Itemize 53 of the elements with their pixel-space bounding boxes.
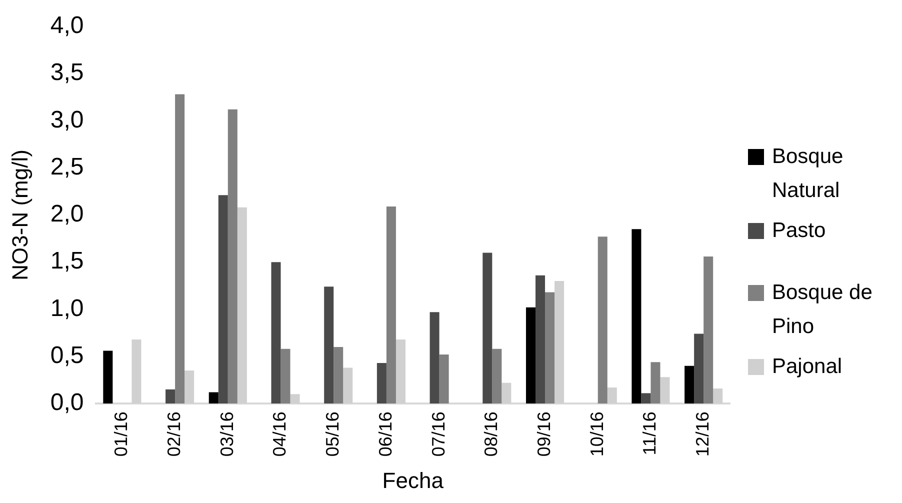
y-tick-label: 1,5 bbox=[50, 248, 84, 275]
bar bbox=[166, 389, 176, 404]
bar bbox=[376, 363, 386, 404]
bar bbox=[175, 94, 185, 404]
legend-label: Pajonal bbox=[772, 354, 842, 380]
bar bbox=[694, 334, 704, 404]
bar bbox=[704, 256, 714, 404]
legend-label: Pasto bbox=[772, 218, 826, 244]
bar bbox=[526, 307, 536, 404]
y-tick-label: 3,0 bbox=[50, 106, 84, 134]
x-tick-label: 03/16 bbox=[216, 412, 237, 457]
bar bbox=[334, 346, 344, 404]
x-tick-label: 04/16 bbox=[270, 412, 290, 457]
x-tick-label: 05/16 bbox=[322, 412, 343, 457]
bar bbox=[439, 354, 449, 404]
x-tick-label: 01/16 bbox=[111, 412, 132, 457]
bar bbox=[280, 348, 290, 404]
bar bbox=[386, 206, 396, 404]
bar bbox=[641, 393, 651, 404]
y-tick-label: 3,5 bbox=[50, 59, 84, 86]
y-tick-label: 2,0 bbox=[50, 200, 84, 228]
bar bbox=[324, 286, 334, 404]
bar bbox=[632, 229, 642, 404]
x-tick-label: 08/16 bbox=[481, 412, 502, 457]
bar bbox=[650, 362, 660, 404]
bar bbox=[430, 312, 440, 404]
x-tick-label: 06/16 bbox=[375, 412, 396, 457]
y-tick-label: 4,0 bbox=[50, 12, 84, 40]
y-tick-label: 0,0 bbox=[50, 389, 84, 416]
y-tick-label: 2,5 bbox=[50, 153, 84, 180]
bar bbox=[536, 275, 546, 404]
y-axis-title: NO3-N (mg/l) bbox=[7, 150, 32, 280]
x-tick-label: 10/16 bbox=[586, 412, 607, 457]
bar bbox=[598, 236, 608, 404]
x-tick-label: 02/16 bbox=[164, 412, 184, 457]
bar bbox=[492, 348, 502, 404]
legend-label: Bosque Natural bbox=[772, 144, 844, 204]
x-tick-label: 11/16 bbox=[640, 412, 660, 456]
x-tick-label: 12/16 bbox=[692, 412, 713, 457]
x-axis-title: Fecha bbox=[382, 468, 444, 493]
y-tick-label: 1,0 bbox=[50, 294, 84, 322]
bar bbox=[208, 392, 218, 404]
bar bbox=[684, 366, 694, 404]
legend-label: Bosque de Pino bbox=[772, 280, 874, 340]
bar bbox=[228, 109, 238, 404]
bar bbox=[103, 350, 113, 404]
bar bbox=[218, 195, 228, 404]
bar bbox=[482, 252, 492, 404]
y-tick-label: 0,5 bbox=[50, 342, 84, 370]
x-tick-label: 09/16 bbox=[534, 412, 554, 457]
bar bbox=[271, 262, 281, 404]
x-tick-label: 07/16 bbox=[428, 412, 448, 457]
bar bbox=[545, 292, 555, 404]
